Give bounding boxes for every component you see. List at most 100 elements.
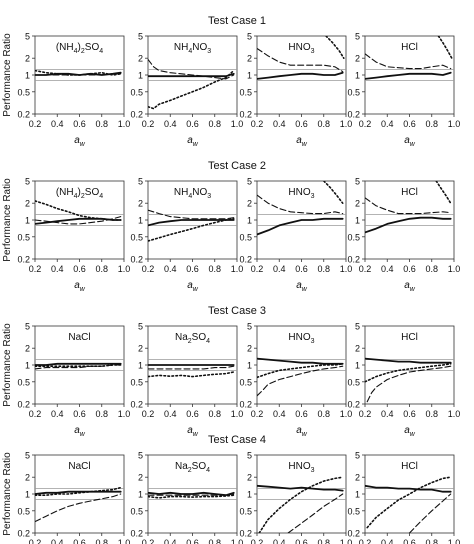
series-line-solid xyxy=(257,357,344,365)
panel-label: NaCl xyxy=(68,332,90,343)
y-tick-label: 1 xyxy=(355,216,360,226)
x-tick-label: 0.4 xyxy=(51,119,64,129)
x-axis-label: aw xyxy=(296,280,308,293)
y-tick-label: 0.2 xyxy=(239,529,252,539)
x-tick-label: 0.4 xyxy=(381,538,394,544)
x-tick-label: 1.0 xyxy=(340,538,353,544)
series-line-dotted xyxy=(258,476,344,533)
panel-frame xyxy=(364,180,455,260)
x-tick-label: 0.8 xyxy=(317,538,330,544)
label-text: Na xyxy=(175,332,188,343)
y-tick-label: 1 xyxy=(138,216,143,226)
series-line-dashed xyxy=(365,53,452,70)
y-tick-label: 0.2 xyxy=(17,110,30,120)
x-tick-label: 0.6 xyxy=(403,119,416,129)
y-axis-label: Performance Ratio xyxy=(2,33,13,117)
series-line-solid xyxy=(35,490,122,495)
x-tick-label: 0.8 xyxy=(425,538,438,544)
label-text: NaCl xyxy=(68,332,90,343)
label-text: HCl xyxy=(401,461,418,472)
y-tick-label: 0.2 xyxy=(17,255,30,265)
panel-label: (NH4)2SO4 xyxy=(56,187,103,200)
x-tick-label: 0.2 xyxy=(29,538,42,544)
label-text: NH xyxy=(174,42,188,53)
y-tick-label: 0.5 xyxy=(239,232,252,242)
x-tick-label: 0.2 xyxy=(251,119,264,129)
y-tick-label: 1 xyxy=(25,216,30,226)
panel: HCl 5 2 1 0.5 0.20.2 0.4 0.6 0.8 1.0 aw xyxy=(347,177,460,294)
y-tick-label: 0.5 xyxy=(347,232,360,242)
label-text: NO xyxy=(192,187,207,198)
y-tick-label: 1 xyxy=(138,490,143,500)
x-axis-label-subscript: w xyxy=(410,431,416,438)
y-tick-label: 0.5 xyxy=(130,87,143,97)
x-tick-label: 0.8 xyxy=(208,409,221,419)
panel: NaCl 5 2 1 0.5 0.20.2 0.4 0.6 0.8 1.0 aw xyxy=(17,322,130,439)
row-title: Test Case 2 xyxy=(208,160,266,172)
x-axis-label-subscript: w xyxy=(80,286,86,293)
label-text: ) xyxy=(78,42,81,53)
label-text: SO xyxy=(85,42,100,53)
x-axis-label: aw xyxy=(404,425,416,438)
panel-frame xyxy=(364,454,455,534)
x-axis-label: aw xyxy=(74,425,86,438)
label-subscript: 3 xyxy=(311,193,315,200)
y-tick-label: 0.2 xyxy=(347,110,360,120)
series-line-dotted xyxy=(325,36,345,60)
x-tick-label: 0.6 xyxy=(186,119,199,129)
x-axis-label-main: a xyxy=(74,425,80,436)
panel-frame xyxy=(34,454,125,534)
series-line-dashed xyxy=(408,493,452,533)
y-tick-label: 5 xyxy=(138,177,143,187)
x-tick-label: 0.4 xyxy=(164,264,177,274)
y-tick-label: 1 xyxy=(247,361,252,371)
series-line-dashed xyxy=(148,365,235,370)
x-tick-label: 0.6 xyxy=(186,538,199,544)
series-line-dotted xyxy=(35,364,122,368)
x-tick-label: 1.0 xyxy=(340,264,353,274)
x-tick-label: 0.8 xyxy=(208,119,221,129)
y-axis-label: Performance Ratio xyxy=(2,452,13,536)
row-title: Test Case 1 xyxy=(208,15,266,27)
panel-label: HCl xyxy=(401,332,418,343)
series-line-dashed xyxy=(257,365,344,397)
label-text: (NH xyxy=(56,42,74,53)
y-tick-label: 5 xyxy=(25,32,30,42)
panel: NH4NO3 5 2 1 0.5 0.20.2 0.4 0.6 0.8 1.0 aw xyxy=(130,177,243,294)
series-line-dotted xyxy=(257,362,344,379)
x-tick-label: 0.8 xyxy=(95,409,108,419)
x-tick-label: 1.0 xyxy=(118,119,131,129)
x-axis-label: aw xyxy=(296,425,308,438)
x-tick-label: 1.0 xyxy=(231,409,244,419)
x-axis-label: aw xyxy=(296,135,308,148)
panel-label: (NH4)2SO4 xyxy=(56,42,103,55)
x-tick-label: 0.8 xyxy=(425,264,438,274)
x-tick-label: 1.0 xyxy=(448,264,461,274)
x-axis-label-subscript: w xyxy=(193,141,199,148)
x-tick-label: 0.6 xyxy=(295,119,308,129)
series-line-dotted xyxy=(365,362,452,383)
y-tick-label: 5 xyxy=(355,177,360,187)
x-axis-label: aw xyxy=(187,135,199,148)
series-line-dashed xyxy=(35,493,122,523)
y-tick-label: 1 xyxy=(355,490,360,500)
y-tick-label: 0.2 xyxy=(130,400,143,410)
y-tick-label: 0.2 xyxy=(239,110,252,120)
y-tick-label: 0.5 xyxy=(130,232,143,242)
y-tick-label: 2 xyxy=(247,54,252,64)
y-tick-label: 0.2 xyxy=(130,255,143,265)
y-tick-label: 2 xyxy=(25,54,30,64)
panel: HCl 5 2 1 0.5 0.20.2 0.4 0.6 0.8 1.0 aw xyxy=(347,322,460,439)
x-tick-label: 1.0 xyxy=(118,538,131,544)
x-axis-label-main: a xyxy=(404,425,410,436)
y-tick-label: 2 xyxy=(355,344,360,354)
x-tick-label: 0.6 xyxy=(295,264,308,274)
y-tick-label: 0.5 xyxy=(239,506,252,516)
panel-label: HCl xyxy=(401,187,418,198)
label-subscript: 4 xyxy=(74,193,78,200)
y-tick-label: 1 xyxy=(247,490,252,500)
x-tick-label: 0.2 xyxy=(251,264,264,274)
